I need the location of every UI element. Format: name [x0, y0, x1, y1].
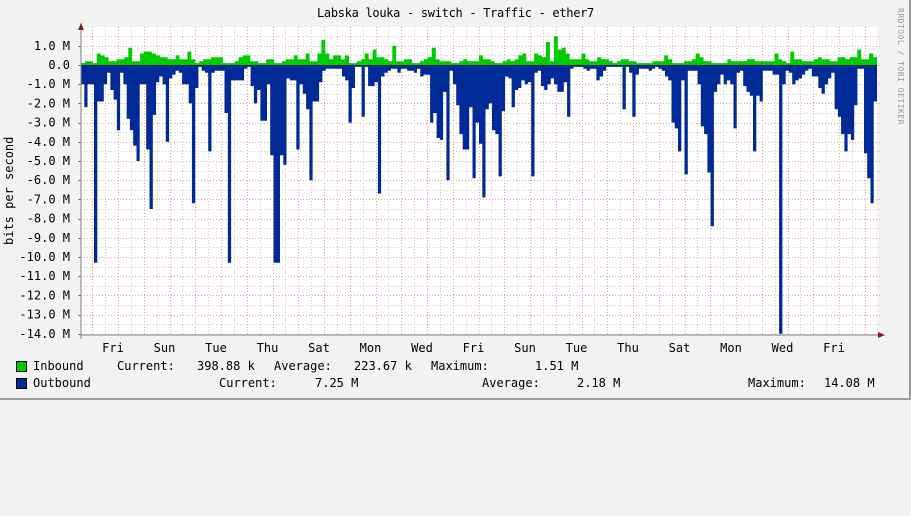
svg-text:Tue: Tue: [205, 341, 227, 355]
svg-text:-14.0 M: -14.0 M: [19, 327, 70, 341]
legend-outbound: Outbound Current: 7.25 M Average: 2.18 M…: [16, 376, 875, 392]
svg-text:-3.0 M: -3.0 M: [27, 116, 70, 130]
legend-inbound: Inbound Current: 398.88 k Average: 223.6…: [16, 359, 578, 375]
svg-text:Fri: Fri: [463, 341, 485, 355]
svg-text:-13.0 M: -13.0 M: [19, 308, 70, 322]
svg-text:-4.0 M: -4.0 M: [27, 135, 70, 149]
svg-text:Sat: Sat: [669, 341, 691, 355]
svg-text:-7.0 M: -7.0 M: [27, 192, 70, 206]
svg-text:Tue: Tue: [566, 341, 588, 355]
svg-text:Thu: Thu: [617, 341, 639, 355]
svg-text:Wed: Wed: [772, 341, 794, 355]
rrdtool-watermark: RRDTOOL / TOBI OETIKER: [896, 8, 905, 125]
svg-text:Thu: Thu: [257, 341, 279, 355]
svg-text:-5.0 M: -5.0 M: [27, 154, 70, 168]
svg-text:-6.0 M: -6.0 M: [27, 173, 70, 187]
svg-text:1.0 M: 1.0 M: [34, 39, 70, 53]
x-axis-ticks: Fri Sun Tue Thu Sat Mon Wed Fri Sun Tue Thu Sat Mon W…: [102, 341, 845, 355]
outbound-swatch-icon: [16, 378, 27, 389]
graph-title: Labska louka - switch - Traffic - ether7: [317, 6, 594, 20]
y-axis-ticks: 1.0 M 0.0 -1.0 M -2.0 M -3.0 M -4.0 M -5.0 M -6…: [19, 39, 81, 341]
svg-text:Sun: Sun: [154, 341, 176, 355]
svg-text:Fri: Fri: [102, 341, 124, 355]
svg-text:0.0: 0.0: [48, 58, 70, 72]
svg-text:-12.0 M: -12.0 M: [19, 288, 70, 302]
svg-text:Fri: Fri: [823, 341, 845, 355]
traffic-chart: 1.0 M 0.0 -1.0 M -2.0 M -3.0 M -4.0 M -5.0 M -6…: [19, 23, 885, 355]
svg-text:Wed: Wed: [411, 341, 433, 355]
svg-text:Sat: Sat: [308, 341, 330, 355]
svg-text:-1.0 M: -1.0 M: [27, 77, 70, 91]
graph-frame: [0, 0, 911, 400]
svg-text:Mon: Mon: [720, 341, 742, 355]
svg-text:Mon: Mon: [360, 341, 382, 355]
y-axis-arrow-icon: [78, 23, 84, 30]
svg-text:-2.0 M: -2.0 M: [27, 96, 70, 110]
svg-text:-10.0 M: -10.0 M: [19, 250, 70, 264]
x-axis-arrow-icon: [878, 332, 885, 338]
data-areas: [81, 36, 877, 334]
inbound-swatch-icon: [16, 361, 27, 372]
svg-text:Sun: Sun: [514, 341, 536, 355]
svg-text:-11.0 M: -11.0 M: [19, 269, 70, 283]
svg-text:-8.0 M: -8.0 M: [27, 212, 70, 226]
svg-text:-9.0 M: -9.0 M: [27, 231, 70, 245]
